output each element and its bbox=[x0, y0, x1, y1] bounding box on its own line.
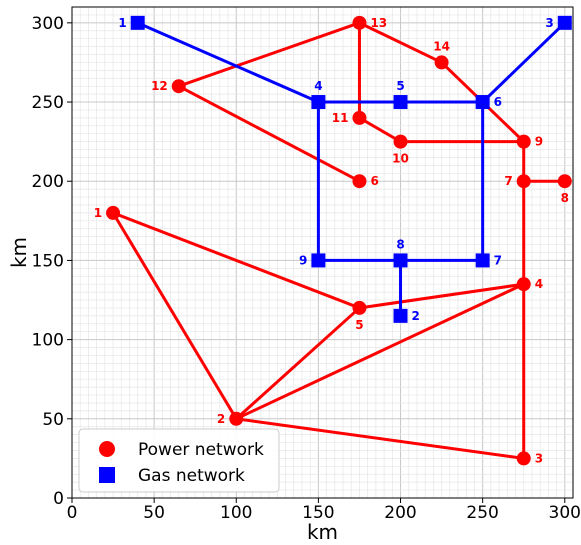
gas-node-label-9: 9 bbox=[299, 253, 307, 267]
power-node-label-2: 2 bbox=[217, 412, 225, 426]
power-edge-2-4 bbox=[235, 282, 525, 421]
gas-node-7 bbox=[475, 253, 490, 268]
x-tick-label: 50 bbox=[143, 503, 165, 523]
x-tick-label: 300 bbox=[549, 503, 581, 523]
power-edge-2-5 bbox=[235, 306, 361, 420]
power-node-12 bbox=[171, 79, 186, 94]
power-node-10 bbox=[393, 134, 408, 149]
y-tick-label: 100 bbox=[32, 331, 64, 351]
power-node-label-1: 1 bbox=[94, 206, 102, 220]
power-node-label-9: 9 bbox=[535, 135, 543, 149]
power-node-label-12: 12 bbox=[151, 79, 168, 93]
power-node-11 bbox=[352, 110, 367, 125]
gas-node-label-1: 1 bbox=[118, 16, 126, 30]
gas-node-6 bbox=[475, 95, 490, 110]
power-node-label-6: 6 bbox=[370, 174, 378, 188]
y-tick-label: 300 bbox=[32, 14, 64, 34]
legend-gas-label: Gas network bbox=[138, 466, 245, 486]
power-edge-10-11 bbox=[358, 116, 402, 143]
gas-node-5 bbox=[393, 95, 408, 110]
gas-node-3 bbox=[557, 15, 572, 30]
power-edge-13-14 bbox=[358, 21, 443, 64]
power-node-label-5: 5 bbox=[355, 318, 363, 332]
gas-edge-6-3 bbox=[481, 21, 566, 104]
power-node-9 bbox=[516, 134, 531, 149]
power-node-13 bbox=[352, 15, 367, 30]
legend-power-label: Power network bbox=[138, 440, 264, 460]
power-node-3 bbox=[516, 451, 531, 466]
x-tick-label: 150 bbox=[302, 503, 334, 523]
gas-node-label-8: 8 bbox=[396, 237, 404, 251]
power-edge-2-3 bbox=[236, 417, 524, 460]
power-node-label-8: 8 bbox=[561, 191, 569, 205]
power-node-label-13: 13 bbox=[370, 16, 387, 30]
power-node-label-11: 11 bbox=[332, 111, 349, 125]
y-tick-label: 250 bbox=[32, 93, 64, 113]
y-tick-label: 0 bbox=[53, 489, 64, 509]
power-node-7 bbox=[516, 174, 531, 189]
x-axis-label: km bbox=[307, 520, 338, 544]
y-tick-label: 200 bbox=[32, 172, 64, 192]
power-node-5 bbox=[352, 300, 367, 315]
power-edge-1-5 bbox=[112, 211, 360, 310]
power-node-2 bbox=[229, 411, 244, 426]
network-nodes bbox=[106, 15, 572, 466]
gas-node-8 bbox=[393, 253, 408, 268]
y-axis-label: km bbox=[7, 237, 31, 268]
power-edge-12-6 bbox=[178, 84, 361, 183]
x-tick-label: 0 bbox=[67, 503, 78, 523]
gas-node-label-2: 2 bbox=[412, 309, 420, 323]
power-node-14 bbox=[434, 55, 449, 70]
x-tick-label: 100 bbox=[220, 503, 252, 523]
plot-frame bbox=[71, 6, 574, 499]
power-node-label-10: 10 bbox=[392, 152, 409, 166]
power-node-label-14: 14 bbox=[433, 39, 450, 53]
legend-gas-marker bbox=[99, 467, 115, 483]
gas-node-label-7: 7 bbox=[494, 253, 502, 267]
power-node-label-3: 3 bbox=[535, 451, 543, 465]
x-tick-label: 200 bbox=[384, 503, 416, 523]
gas-edge-1-4 bbox=[137, 21, 319, 104]
gas-node-label-5: 5 bbox=[396, 79, 404, 93]
gas-node-1 bbox=[130, 15, 145, 30]
power-node-6 bbox=[352, 174, 367, 189]
power-node-8 bbox=[557, 174, 572, 189]
power-node-4 bbox=[516, 277, 531, 292]
power-node-label-7: 7 bbox=[504, 174, 512, 188]
power-edge-1-2 bbox=[111, 212, 238, 420]
axis-ticks: 0 50 100 150 200 250 300 0 50 100 150 200 250 300 bbox=[32, 14, 581, 523]
gas-node-label-3: 3 bbox=[545, 16, 553, 30]
legend-box bbox=[78, 428, 280, 493]
network-edges bbox=[111, 21, 566, 460]
power-edge-12-13 bbox=[178, 21, 360, 88]
power-node-label-4: 4 bbox=[535, 277, 543, 291]
y-tick-label: 50 bbox=[42, 410, 64, 430]
gas-node-label-4: 4 bbox=[314, 79, 322, 93]
power-edge-4-5 bbox=[359, 282, 524, 310]
legend: Power network Gas network bbox=[78, 428, 280, 493]
gas-node-2 bbox=[393, 308, 408, 323]
power-node-1 bbox=[106, 205, 121, 220]
gas-node-4 bbox=[311, 95, 326, 110]
x-tick-label: 250 bbox=[466, 503, 498, 523]
gas-node-label-6: 6 bbox=[494, 95, 502, 109]
gas-node-9 bbox=[311, 253, 326, 268]
y-tick-label: 150 bbox=[32, 251, 64, 271]
legend-power-marker bbox=[99, 441, 115, 457]
